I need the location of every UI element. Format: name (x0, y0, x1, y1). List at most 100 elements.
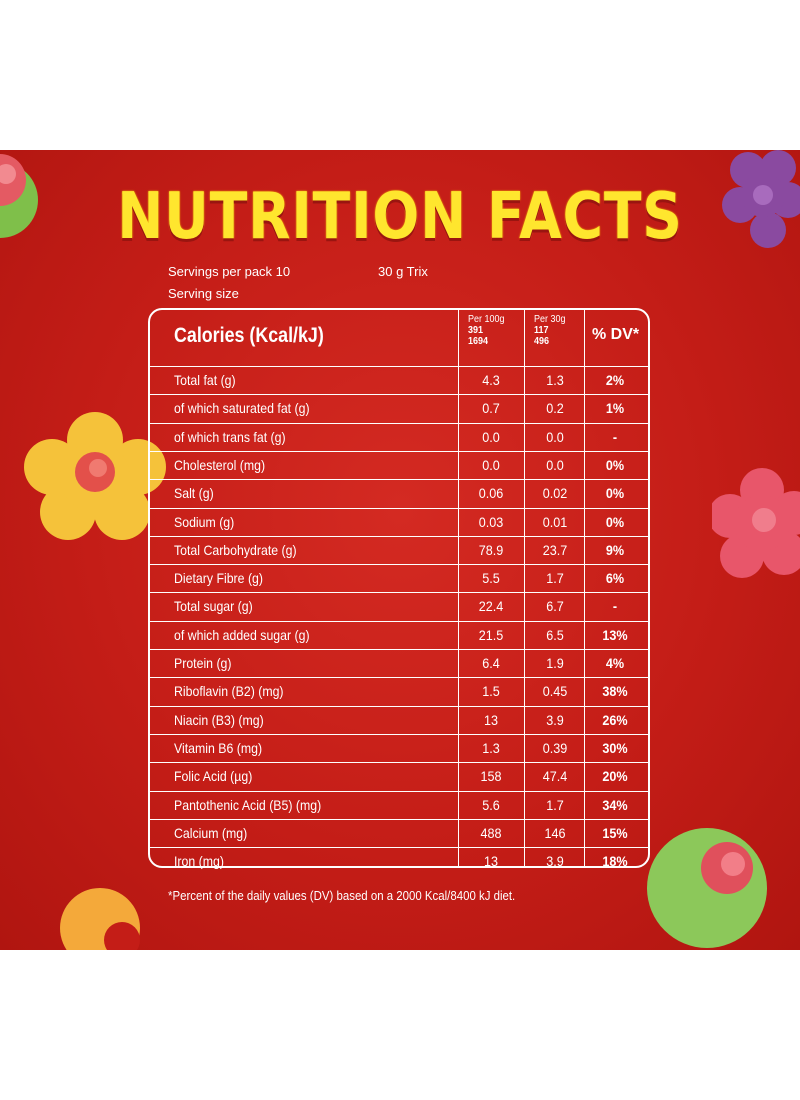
row-divider (150, 649, 648, 650)
servings-per-pack: Servings per pack 10 (168, 264, 291, 279)
row-divider (150, 818, 648, 820)
nutrient-name: Calcium (mg) (174, 824, 248, 841)
row-divider (150, 479, 648, 481)
nutrient-name: Dietary Fibre (g) (174, 570, 264, 587)
per30-header: Per 30g 117 496 (534, 314, 566, 347)
per30-value: 3.9 (546, 853, 564, 870)
column-divider (524, 310, 525, 866)
green-cereal-piece-top-left (0, 154, 38, 238)
per100-value: 1.3 (482, 739, 500, 756)
per30-value: 47.4 (542, 768, 568, 785)
row-divider (150, 620, 648, 622)
dv-value: - (612, 598, 618, 615)
nutrient-name: of which trans fat (g) (174, 428, 286, 445)
nutrient-name: Total Carbohydrate (g) (174, 541, 297, 558)
per100-value: 1.5 (482, 683, 500, 700)
per100-value: 0.7 (482, 400, 500, 417)
nutrient-name: Iron (mg) (174, 853, 224, 870)
nutrient-name: Folic Acid (µg) (174, 768, 253, 785)
dv-value: 9% (605, 541, 625, 558)
serving-size-label: Serving size (168, 286, 239, 301)
per30-kj: 496 (534, 336, 550, 347)
dv-value: 20% (602, 768, 628, 785)
per30-value: 1.7 (546, 570, 564, 587)
per100-value: 0.06 (478, 485, 504, 502)
per30-value: 0.2 (546, 400, 564, 417)
per30-value: 0.01 (542, 513, 568, 530)
row-divider (150, 847, 648, 849)
dv-value: 26% (602, 711, 628, 728)
row-divider (150, 677, 648, 679)
per30-value: 0.02 (542, 485, 568, 502)
dv-value: - (612, 428, 618, 445)
dv-header: % DV* (592, 326, 640, 343)
per100-value: 21.5 (478, 626, 504, 643)
column-divider (458, 310, 459, 866)
nutrient-name: of which saturated fat (g) (174, 400, 310, 417)
per30-value: 3.9 (546, 711, 564, 728)
nutrient-name: Cholesterol (mg) (174, 456, 266, 473)
row-divider (150, 507, 648, 509)
per100-value: 488 (480, 824, 502, 841)
per30-value: 0.45 (542, 683, 568, 700)
nutrient-name: Vitamin B6 (mg) (174, 739, 263, 756)
per100-header: Per 100g 391 1694 (468, 314, 505, 347)
page-title: NUTRITION FACTS (117, 180, 683, 254)
row-divider (150, 422, 648, 424)
nutrient-name: Protein (g) (174, 655, 232, 671)
nutrient-name: of which added sugar (g) (174, 626, 310, 643)
per100-value: 5.5 (482, 570, 500, 587)
calories-label: Calories (Kcal/kJ) (174, 324, 324, 347)
row-divider (150, 450, 648, 452)
per100-value: 4.3 (482, 372, 500, 388)
row-divider (150, 762, 648, 764)
purple-cereal-piece-top-right (722, 150, 800, 248)
per30-kcal: 117 (534, 325, 549, 336)
per30-label: Per 30g (534, 314, 566, 325)
per30-value: 1.3 (546, 372, 564, 388)
nutrition-panel: NUTRITION FACTS Servings per pack 10 30 … (0, 150, 800, 950)
per100-kcal: 391 (468, 325, 484, 336)
dv-value: 4% (605, 655, 625, 671)
per100-value: 0.0 (482, 428, 500, 445)
per30-value: 0.0 (546, 428, 564, 445)
per30-value: 6.7 (546, 598, 564, 615)
dv-value: 0% (605, 513, 625, 530)
column-divider (584, 310, 585, 866)
dv-value: 15% (602, 824, 628, 841)
pink-flower-cereal-right (712, 468, 800, 578)
nutrition-table: Calories (Kcal/kJ) Per 100g 391 1694 Per… (148, 308, 650, 869)
per30-value: 0.0 (546, 456, 564, 473)
per30-value: 23.7 (542, 541, 568, 558)
row-divider (150, 705, 648, 707)
dv-value: 30% (602, 739, 628, 756)
per100-value: 5.6 (482, 796, 500, 813)
per30-value: 0.39 (542, 739, 568, 756)
nutrient-name: Pantothenic Acid (B5) (mg) (174, 796, 322, 813)
per100-label: Per 100g (468, 314, 505, 325)
nutrient-name: Salt (g) (174, 485, 214, 502)
row-divider (150, 592, 648, 594)
dv-value: 34% (602, 796, 628, 813)
row-divider (150, 366, 648, 367)
nutrient-name: Riboflavin (B2) (mg) (174, 683, 284, 700)
per100-value: 22.4 (478, 598, 504, 615)
dv-value: 38% (602, 683, 628, 700)
green-cereal-piece-bottom-right (647, 828, 767, 948)
footnote: *Percent of the daily values (DV) based … (168, 888, 516, 903)
per30-value: 1.9 (546, 655, 564, 671)
row-divider (150, 564, 648, 566)
serving-size-value: 30 g Trix (378, 264, 428, 279)
per30-value: 1.7 (546, 796, 564, 813)
row-divider (150, 535, 648, 537)
nutrient-name: Total fat (g) (174, 372, 236, 388)
row-divider (150, 733, 648, 735)
row-divider (150, 394, 648, 396)
dv-value: 2% (605, 372, 625, 388)
per100-value: 158 (480, 768, 502, 785)
per100-value: 13 (483, 853, 499, 870)
dv-value: 0% (605, 485, 625, 502)
per100-value: 0.03 (478, 513, 504, 530)
yellow-flower-cereal-left (24, 412, 166, 540)
per100-kj: 1694 (468, 336, 489, 347)
